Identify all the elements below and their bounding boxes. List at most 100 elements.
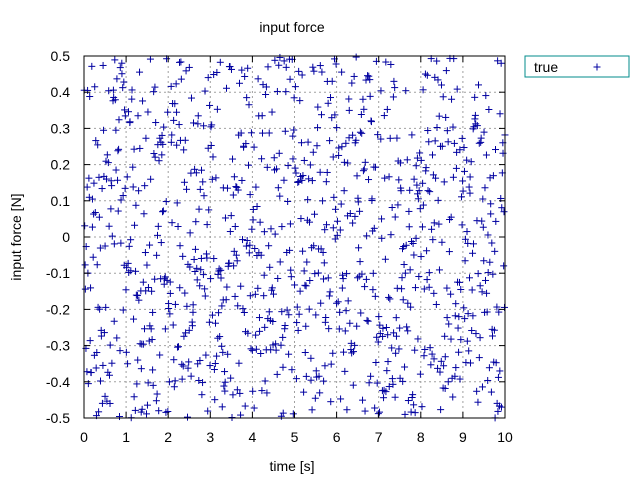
data-point (385, 293, 393, 301)
x-tick-label: 9 (459, 429, 467, 445)
data-point (470, 123, 478, 131)
data-point (295, 67, 303, 75)
data-point (83, 183, 91, 191)
data-point (118, 59, 126, 67)
data-point (399, 377, 407, 385)
data-point (315, 372, 323, 380)
data-point (135, 187, 143, 195)
data-point (104, 368, 112, 376)
data-point (430, 219, 438, 227)
data-point (220, 382, 228, 390)
x-tick-label: 1 (122, 429, 130, 445)
data-point (314, 269, 322, 277)
data-point (178, 375, 186, 383)
data-point (281, 127, 289, 135)
data-point (263, 389, 271, 397)
data-point (257, 350, 265, 358)
data-point (87, 369, 95, 377)
data-point (209, 153, 217, 161)
data-point (494, 407, 502, 415)
data-point (408, 131, 416, 139)
data-point (192, 169, 200, 177)
data-point (354, 198, 362, 206)
data-point (162, 198, 170, 206)
data-point (142, 410, 150, 418)
x-tick-label: 5 (291, 429, 299, 445)
data-point (285, 350, 293, 358)
data-point (383, 367, 391, 375)
data-point (388, 375, 396, 383)
data-point (170, 383, 178, 391)
data-point (134, 112, 142, 120)
data-point (149, 308, 157, 316)
data-point (443, 284, 451, 292)
data-point (346, 210, 354, 218)
data-point (249, 205, 257, 213)
data-point (452, 364, 460, 372)
data-point (251, 290, 259, 298)
data-point (385, 173, 393, 181)
data-point (249, 216, 257, 224)
data-point (482, 151, 490, 159)
data-point (130, 315, 138, 323)
data-point (102, 175, 110, 183)
data-point (139, 97, 147, 105)
data-point (475, 354, 483, 362)
y-tick-label: 0.1 (51, 193, 71, 209)
data-point (358, 270, 366, 278)
data-point (200, 192, 208, 200)
data-point (329, 349, 337, 357)
x-axis-label: time [s] (269, 458, 314, 474)
data-point (185, 358, 193, 366)
data-point (311, 270, 319, 278)
data-point (317, 111, 325, 119)
data-point (151, 83, 159, 91)
data-point (132, 201, 140, 209)
data-point (149, 366, 157, 374)
data-point (333, 124, 341, 132)
data-point (102, 303, 110, 311)
y-tick-label: -0.2 (46, 301, 70, 317)
data-point (413, 154, 421, 162)
x-tick-label: 4 (249, 429, 257, 445)
data-point (218, 342, 226, 350)
data-point (239, 236, 247, 244)
data-point (294, 178, 302, 186)
data-point (317, 299, 325, 307)
data-point (291, 281, 299, 289)
data-point (202, 351, 210, 359)
data-point (484, 269, 492, 277)
data-point (426, 344, 434, 352)
data-point (493, 303, 501, 311)
data-point (300, 156, 308, 164)
data-point (168, 131, 176, 139)
data-point (385, 383, 393, 391)
data-point (449, 393, 457, 401)
data-point (291, 83, 299, 91)
data-point (99, 361, 107, 369)
data-point (141, 325, 149, 333)
data-point (478, 288, 486, 296)
data-point (457, 336, 465, 344)
data-point (171, 300, 179, 308)
data-point (449, 173, 457, 181)
data-point (432, 174, 440, 182)
data-point (440, 178, 448, 186)
data-point (285, 311, 293, 319)
y-tick-label: -0.3 (46, 338, 70, 354)
data-point (241, 402, 249, 410)
data-point (296, 287, 304, 295)
data-point (183, 413, 191, 421)
data-point (365, 379, 373, 387)
data-point (149, 381, 157, 389)
data-point (136, 144, 144, 152)
data-point (83, 368, 91, 376)
data-point (386, 295, 394, 303)
data-point (237, 411, 245, 419)
data-point (158, 151, 166, 159)
data-point (261, 377, 269, 385)
data-point (217, 274, 225, 282)
data-point (258, 387, 266, 395)
legend-label: true (534, 59, 558, 75)
data-point (338, 68, 346, 76)
